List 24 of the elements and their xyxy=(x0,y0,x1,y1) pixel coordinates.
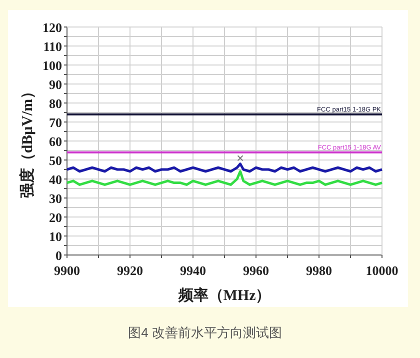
x-tick-label: 9960 xyxy=(243,263,269,278)
y-tick-label: 50 xyxy=(49,153,62,168)
x-tick-label: 9920 xyxy=(117,263,143,278)
y-tick-label: 60 xyxy=(49,134,62,149)
line-series xyxy=(66,162,384,173)
caption: 图4 改善前水平方向测试图 xyxy=(128,325,282,340)
y-tick-label: 30 xyxy=(49,191,62,206)
y-tick-label: 80 xyxy=(49,96,62,111)
y-tick-label: 90 xyxy=(49,77,62,92)
x-tick-label: 9900 xyxy=(54,263,80,278)
y-tick-label: 100 xyxy=(42,58,62,73)
y-tick-label: 20 xyxy=(49,210,62,225)
y-tick-label: 70 xyxy=(49,115,62,130)
y-tick-label: 110 xyxy=(43,39,62,54)
y-tick-label: 10 xyxy=(49,229,62,244)
y-tick-label: 40 xyxy=(49,172,62,187)
line-series xyxy=(66,170,384,186)
x-tick-label: 10000 xyxy=(366,263,398,278)
x-axis-title: 频率（MHz） xyxy=(177,286,271,304)
x-tick-label: 9940 xyxy=(180,263,206,278)
y-tick-label: 0 xyxy=(56,248,62,263)
y-axis-title: 强度（dBμV/m） xyxy=(18,84,36,198)
x-tick-label: 9980 xyxy=(306,263,332,278)
y-tick-label: 120 xyxy=(42,20,62,35)
